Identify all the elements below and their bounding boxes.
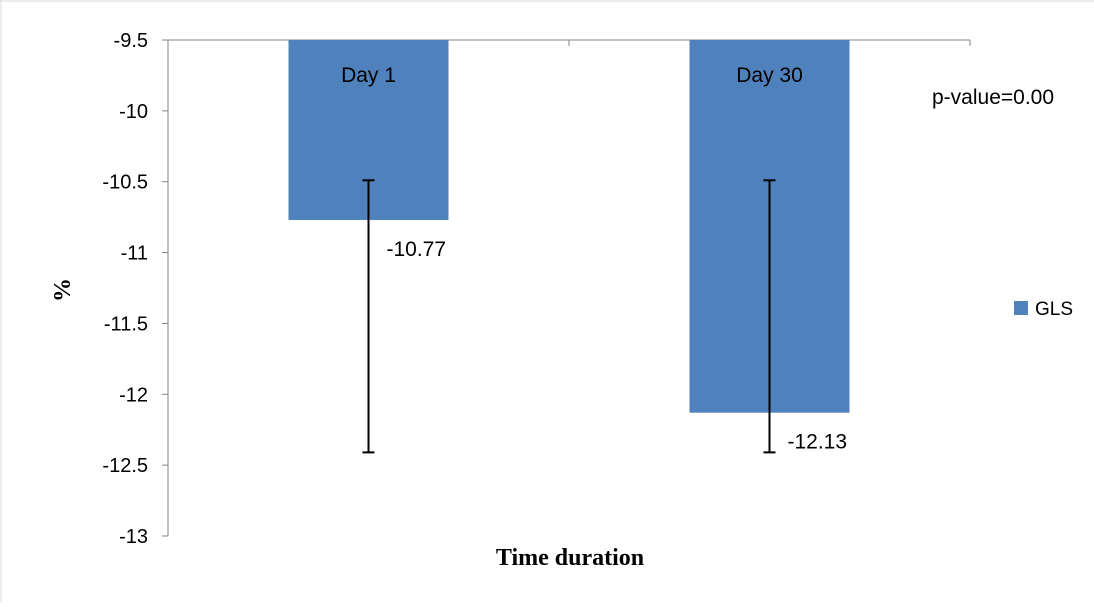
- labels-group: Day 1 -10.77 Day 30 -12.13: [341, 64, 847, 454]
- error-bars-group: [362, 179, 776, 454]
- category-label: Day 1: [341, 64, 396, 87]
- x-axis-title: Time duration: [496, 545, 644, 571]
- y-tick-label: -10.5: [102, 172, 148, 194]
- p-value-annotation: p-value=0.00: [932, 86, 1054, 109]
- bars-group: [288, 40, 850, 413]
- y-tick-label: -12: [119, 384, 148, 406]
- legend: GLS: [1014, 299, 1073, 320]
- y-tick-label: -10: [119, 101, 148, 123]
- legend-swatch: [1014, 301, 1028, 315]
- y-tick-label: -13: [119, 526, 148, 548]
- category-label: Day 30: [736, 64, 803, 87]
- data-label: -12.13: [788, 431, 848, 454]
- axes-group: -9.5 -10 -10.5 -11 -11.5 -12 -12.5 -13: [102, 30, 971, 548]
- y-tick-label: -9.5: [114, 30, 148, 52]
- legend-label: GLS: [1035, 299, 1073, 320]
- y-axis-title: %: [50, 278, 76, 302]
- data-label: -10.77: [387, 238, 447, 261]
- y-tick-label: -11.5: [104, 313, 148, 335]
- y-tick-label: -12.5: [102, 455, 148, 477]
- y-tick-label: -11: [121, 243, 148, 265]
